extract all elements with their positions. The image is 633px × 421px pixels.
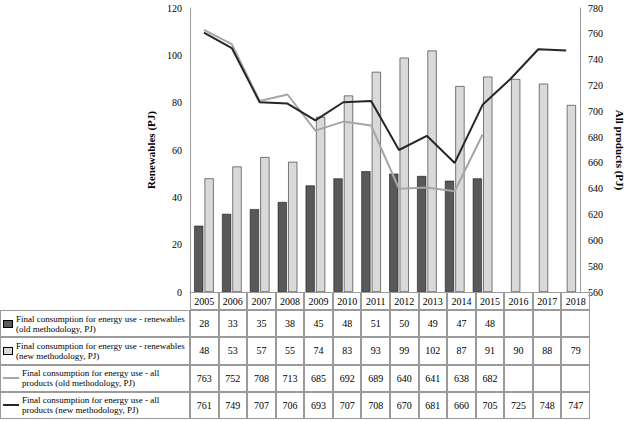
svg-text:60: 60 (172, 145, 182, 156)
html-text:2014: 2014 (451, 295, 472, 307)
html-text:99: 99 (399, 345, 410, 357)
html-text:90: 90 (513, 345, 524, 357)
html-text:48: 48 (485, 318, 495, 330)
html-text:Final consumption for energy u: Final consumption for energy use - renew… (16, 313, 185, 334)
svg-text:600: 600 (588, 235, 603, 246)
html-text:2011: 2011 (365, 295, 386, 307)
html-text:51: 51 (370, 318, 381, 330)
html-text:47: 47 (456, 318, 467, 330)
html-text:693: 693 (311, 399, 327, 411)
html-text:87: 87 (456, 345, 467, 357)
html-text:681: 681 (425, 399, 441, 411)
html-text:713: 713 (282, 372, 298, 384)
html-text:638: 638 (453, 372, 469, 384)
html-text:707: 707 (253, 399, 269, 411)
html-text:48: 48 (199, 345, 210, 357)
html-text:48: 48 (342, 318, 353, 330)
svg-text:All products (PJ): All products (PJ) (613, 110, 626, 191)
html-text:725: 725 (511, 399, 527, 411)
html-text:74: 74 (313, 345, 324, 357)
html-text:45: 45 (313, 318, 324, 330)
html-text:763: 763 (196, 372, 212, 384)
html-text:705: 705 (482, 399, 498, 411)
html-text:102: 102 (425, 345, 441, 357)
html-text:640: 640 (396, 372, 412, 384)
html-text:2018: 2018 (565, 295, 586, 307)
svg-text:660: 660 (588, 157, 603, 168)
svg-text:680: 680 (588, 132, 603, 143)
html-text:79: 79 (570, 345, 581, 357)
html-text:50: 50 (399, 318, 410, 330)
html-text:2005: 2005 (194, 295, 215, 307)
html-text:91: 91 (485, 345, 495, 357)
html-text:689: 689 (368, 372, 384, 384)
html-text:2008: 2008 (280, 295, 300, 307)
svg-text:620: 620 (588, 209, 603, 220)
svg-text:560: 560 (588, 287, 603, 298)
svg-text:760: 760 (588, 28, 603, 39)
html-text:53: 53 (227, 345, 238, 357)
html-text:692: 692 (339, 372, 355, 384)
html-text:2009: 2009 (308, 295, 329, 307)
html-text:706: 706 (282, 399, 298, 411)
svg-text:740: 740 (588, 54, 603, 65)
svg-text:640: 640 (588, 183, 603, 194)
html-text:2012: 2012 (394, 295, 415, 307)
svg-text:580: 580 (588, 261, 603, 272)
html-text:685: 685 (311, 372, 327, 384)
html-text:708: 708 (253, 372, 269, 384)
html-text:2007: 2007 (251, 295, 272, 307)
svg-text:780: 780 (588, 3, 603, 14)
html-text:93: 93 (370, 345, 381, 357)
html-text:748: 748 (539, 399, 555, 411)
html-text:Final consumption for energy u: Final consumption for energy use - all p… (22, 395, 160, 416)
html-text:2006: 2006 (222, 295, 243, 307)
svg-text:700: 700 (588, 106, 603, 117)
html-text:57: 57 (256, 345, 267, 357)
svg-text:0: 0 (177, 287, 182, 298)
html-text:761: 761 (196, 399, 212, 411)
html-text:2017: 2017 (537, 295, 558, 307)
html-text:641: 641 (425, 372, 441, 384)
html-text:2015: 2015 (480, 295, 500, 307)
html-text:83: 83 (342, 345, 353, 357)
html-text:55: 55 (285, 345, 295, 357)
html-text:747: 747 (568, 399, 584, 411)
html-text:708: 708 (368, 399, 384, 411)
svg-text:80: 80 (172, 97, 182, 108)
html-text:35: 35 (256, 318, 267, 330)
svg-text:100: 100 (167, 50, 182, 61)
html-text:Final consumption for energy u: Final consumption for energy use - renew… (16, 340, 185, 361)
html-text:2010: 2010 (337, 295, 358, 307)
html-text:752: 752 (225, 372, 241, 384)
svg-text:20: 20 (172, 239, 182, 250)
svg-text:720: 720 (588, 80, 603, 91)
html-text:Final consumption for energy u: Final consumption for energy use - all p… (22, 368, 160, 389)
html-text:2016: 2016 (508, 295, 529, 307)
html-text:38: 38 (285, 318, 295, 330)
html-text:2013: 2013 (422, 295, 443, 307)
html-text:682: 682 (482, 372, 498, 384)
html-text:49: 49 (427, 318, 438, 330)
html-text:33: 33 (227, 318, 238, 330)
html-text:28: 28 (199, 318, 210, 330)
html-text:670: 670 (396, 399, 412, 411)
svg-text:40: 40 (172, 192, 182, 203)
html-text:707: 707 (339, 399, 355, 411)
svg-text:Renewables (PJ): Renewables (PJ) (145, 111, 158, 189)
svg-text:120: 120 (167, 3, 182, 14)
html-text:749: 749 (225, 399, 241, 411)
html-text:88: 88 (542, 345, 553, 357)
html-text:660: 660 (453, 399, 469, 411)
